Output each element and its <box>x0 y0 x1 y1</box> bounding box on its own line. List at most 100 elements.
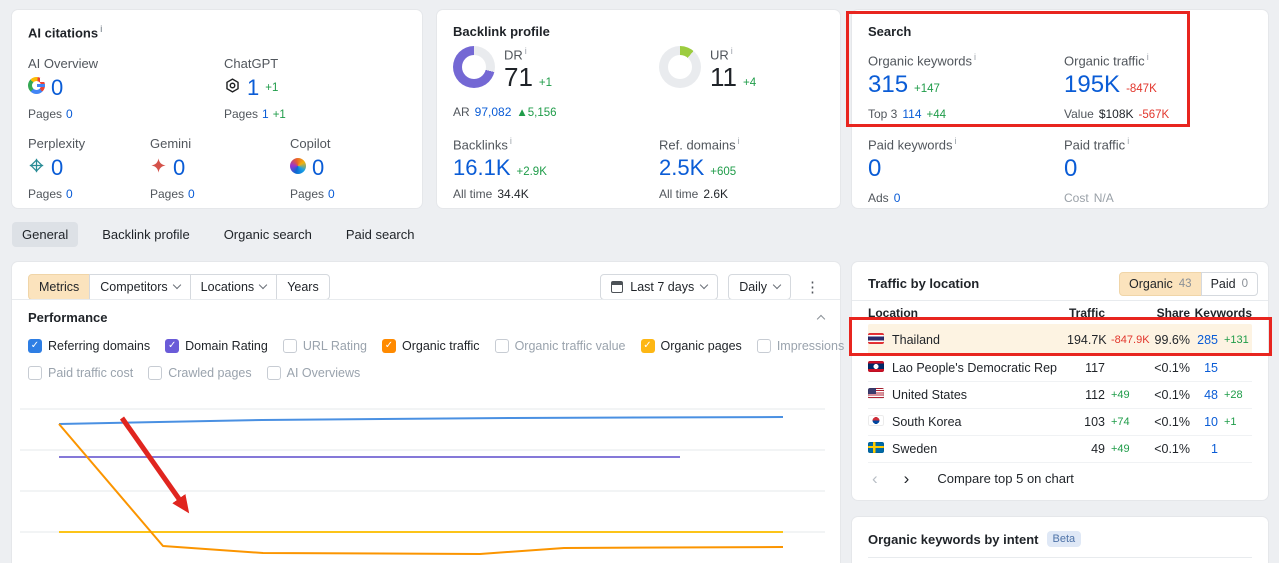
checkbox-unchecked-icon[interactable] <box>282 338 297 353</box>
kebab-menu-icon[interactable]: ⋮ <box>805 278 820 296</box>
table-row-united-states[interactable]: United States 112 +49 <0.1% 48 +28 <box>868 382 1252 409</box>
column-traffic[interactable]: Traffic <box>1068 306 1105 320</box>
pages-count-link[interactable]: 1 <box>262 107 269 121</box>
metric-checkbox-crawled-pages[interactable]: Crawled pages <box>148 365 252 380</box>
pages-count-link[interactable]: 0 <box>188 187 195 201</box>
top3-link[interactable]: 114 <box>902 107 922 122</box>
info-icon[interactable]: i <box>974 52 977 62</box>
keywords-delta: +131 <box>1224 333 1249 346</box>
keywords-count-link[interactable]: 15 <box>1204 361 1218 375</box>
collapse-section-icon[interactable] <box>816 314 826 324</box>
location-name: Sweden <box>892 442 938 456</box>
domain-rating-block: DR i 71 +1 AR 97,082 ▲5,156 <box>453 46 557 119</box>
flag-icon-us <box>868 388 892 402</box>
pages-count-link[interactable]: 0 <box>328 187 335 201</box>
keywords-count-link[interactable]: 48 <box>1204 388 1218 402</box>
ads-link[interactable]: 0 <box>893 191 901 206</box>
ai-metric-value-link[interactable]: 0 <box>51 75 64 100</box>
info-icon[interactable]: i <box>1146 52 1149 62</box>
tab-organic-search[interactable]: Organic search <box>223 227 312 242</box>
metric-checkbox-referring-domains[interactable]: ✓ Referring domains <box>28 338 150 353</box>
metrics-filter-button[interactable]: Metrics <box>28 273 91 300</box>
info-icon[interactable]: i <box>737 136 740 146</box>
backlinks-value-link[interactable]: 16.1K <box>453 155 511 181</box>
organic-keywords-value-link[interactable]: 315 <box>868 71 909 99</box>
lao people's democratic rep-flag-icon <box>868 361 884 372</box>
years-filter-button[interactable]: Years <box>276 273 330 300</box>
column-keywords[interactable]: Keywords <box>1194 306 1252 320</box>
checkbox-unchecked-icon[interactable] <box>148 365 163 380</box>
ur-value: 11 <box>710 62 737 93</box>
checkbox-unchecked-icon[interactable] <box>756 338 771 353</box>
ur-delta: +4 <box>743 77 757 90</box>
metric-checkbox-organic-pages[interactable]: ✓ Organic pages <box>640 338 742 353</box>
info-icon[interactable]: i <box>509 136 512 146</box>
flag-icon-th <box>868 332 892 347</box>
table-row-south-korea[interactable]: South Korea 103 +74 <0.1% 10 +1 <box>868 409 1252 436</box>
checkbox-unchecked-icon[interactable] <box>494 338 509 353</box>
pages-count-link[interactable]: 0 <box>66 187 73 201</box>
toggle-paid[interactable]: Paid 0 <box>1200 272 1258 296</box>
column-location[interactable]: Location <box>868 306 918 320</box>
table-row-sweden[interactable]: Sweden 49 +49 <0.1% 1 <box>868 436 1252 463</box>
ai-metric-value-link[interactable]: 0 <box>51 155 64 180</box>
metric-row-1: ✓ Referring domains ✓ Domain Rating URL Rati… <box>28 332 938 359</box>
metric-checkbox-domain-rating[interactable]: ✓ Domain Rating <box>165 338 268 353</box>
paid-keywords-value-link[interactable]: 0 <box>868 155 882 183</box>
checkbox-unchecked-icon[interactable] <box>266 365 281 380</box>
table-row-lao-people-s-democratic-rep[interactable]: Lao People's Democratic Rep 117 <0.1% 15 <box>868 355 1252 382</box>
tab-backlink-profile[interactable]: Backlink profile <box>102 227 190 242</box>
next-page-icon[interactable]: › <box>903 469 910 488</box>
info-icon[interactable]: i <box>524 46 527 56</box>
metric-checkbox-url-rating[interactable]: URL Rating <box>282 338 367 353</box>
info-icon[interactable]: i <box>954 136 957 146</box>
keywords-count-link[interactable]: 10 <box>1204 415 1218 429</box>
dr-value: 71 <box>504 62 533 93</box>
prev-page-icon[interactable]: ‹ <box>872 469 878 488</box>
granularity-button[interactable]: Daily <box>728 273 791 300</box>
ai-metric-copilot: Copilot 0 Pages 0 <box>290 136 420 201</box>
backlink-profile-card: Backlink profile DR i 71 +1 AR 97,082 ▲5,1… <box>437 10 840 208</box>
compare-top5-link[interactable]: Compare top 5 on chart <box>937 471 1074 486</box>
ai-metric-chatgpt: ChatGPT 1 +1 Pages 1 +1 <box>224 56 354 121</box>
flag-icon-se <box>868 442 892 456</box>
metric-checkbox-impressions[interactable]: Impressions <box>756 338 844 353</box>
organic-traffic-block: Organic traffic i 195K -847K Value $108K -56… <box>1064 52 1170 122</box>
checkbox-checked-icon[interactable]: ✓ <box>28 338 42 353</box>
info-icon[interactable]: i <box>1127 136 1130 146</box>
checkbox-unchecked-icon[interactable] <box>28 365 42 380</box>
checkbox-checked-icon[interactable]: ✓ <box>640 338 655 353</box>
checkbox-checked-icon[interactable]: ✓ <box>381 338 396 353</box>
metric-checkbox-organic-traffic-value[interactable]: Organic traffic value <box>494 338 626 353</box>
ahrefs-rank-link[interactable]: 97,082 <box>474 105 512 120</box>
ref-domains-value-link[interactable]: 2.5K <box>659 155 705 181</box>
info-icon[interactable]: i <box>730 46 733 56</box>
tab-general[interactable]: General <box>12 222 79 247</box>
metric-checkbox-ai-overviews[interactable]: AI Overviews <box>266 365 360 380</box>
date-range-button[interactable]: Last 7 days <box>600 273 719 300</box>
keywords-count-link[interactable]: 1 <box>1211 442 1218 456</box>
metric-checkbox-organic-traffic[interactable]: ✓ Organic traffic <box>381 338 480 353</box>
pages-count-link[interactable]: 0 <box>66 107 73 121</box>
tab-paid-search[interactable]: Paid search <box>345 227 415 242</box>
ai-metric-value-link[interactable]: 0 <box>173 155 186 180</box>
ai-metric-value-link[interactable]: 1 <box>247 75 260 100</box>
paid-traffic-value-link[interactable]: 0 <box>1064 155 1078 183</box>
performance-chart[interactable] <box>12 385 840 563</box>
filter-bar: Metrics Competitors Locations Years Last… <box>28 273 824 300</box>
ai-metric-pages-row: Pages 0 <box>150 187 280 201</box>
table-row-thailand[interactable]: Thailand 194.7K -847.9K 99.6% 285 +131 <box>868 324 1252 355</box>
competitors-filter-button[interactable]: Competitors <box>89 273 191 300</box>
keywords-count-link[interactable]: 285 <box>1197 332 1218 347</box>
toggle-organic[interactable]: Organic 43 <box>1118 272 1202 296</box>
organic-traffic-value-link[interactable]: 195K <box>1064 71 1121 99</box>
ai-metric-value-row: 0 <box>290 155 420 180</box>
pages-label: Pages <box>28 187 63 201</box>
column-share[interactable]: Share <box>1156 306 1190 320</box>
ai-metric-value-link[interactable]: 0 <box>312 155 325 180</box>
ai-metric-ai-overview: AI Overview 0 Pages 0 <box>28 56 158 121</box>
checkbox-checked-icon[interactable]: ✓ <box>165 338 180 353</box>
info-icon[interactable]: i <box>100 24 103 34</box>
metric-checkbox-paid-traffic-cost[interactable]: Paid traffic cost <box>28 365 133 380</box>
locations-filter-button[interactable]: Locations <box>189 273 278 300</box>
